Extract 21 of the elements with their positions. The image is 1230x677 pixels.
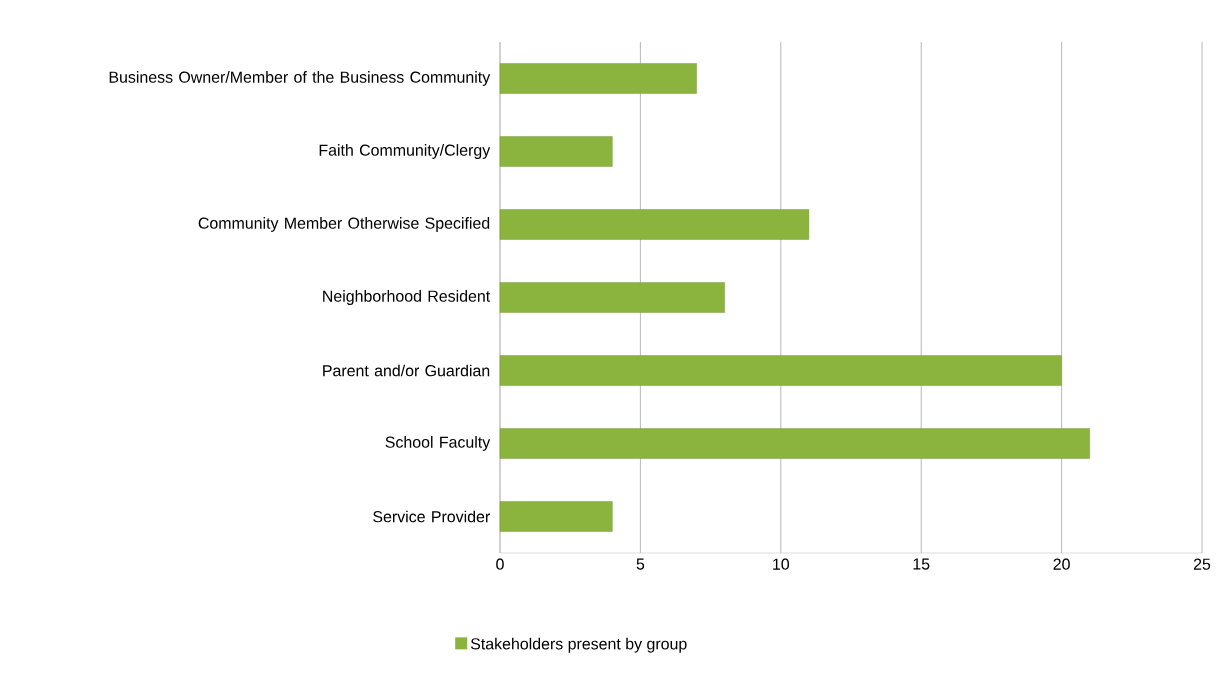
- y-tick-label: Community Member Otherwise Specified: [198, 217, 490, 232]
- bar: [499, 428, 1090, 459]
- y-tick-label: Parent and/or Guardian: [323, 364, 490, 377]
- bar: [499, 63, 697, 94]
- x-tick-label: 10: [773, 558, 790, 570]
- y-tick-label: School Faculty: [385, 436, 491, 451]
- bar: [499, 136, 613, 167]
- x-tick-label: 5: [636, 558, 645, 570]
- bar: [499, 282, 725, 313]
- x-tick-label: 20: [1053, 558, 1070, 570]
- bar: [499, 355, 1062, 386]
- x-tick-label: 15: [913, 558, 930, 570]
- bar: [499, 501, 613, 532]
- y-tick-label: Faith Community/Clergy: [319, 144, 491, 159]
- x-tick-label: 25: [1193, 558, 1211, 570]
- legend-label: Stakeholders present by group: [470, 637, 687, 653]
- x-tick-label: 0: [496, 558, 504, 570]
- y-tick-label: Neighborhood Resident: [323, 290, 491, 305]
- bar: [499, 209, 810, 240]
- y-tick-label: Service Provider: [373, 510, 490, 523]
- y-tick-label: Business Owner/Member of the Business Community: [109, 71, 491, 86]
